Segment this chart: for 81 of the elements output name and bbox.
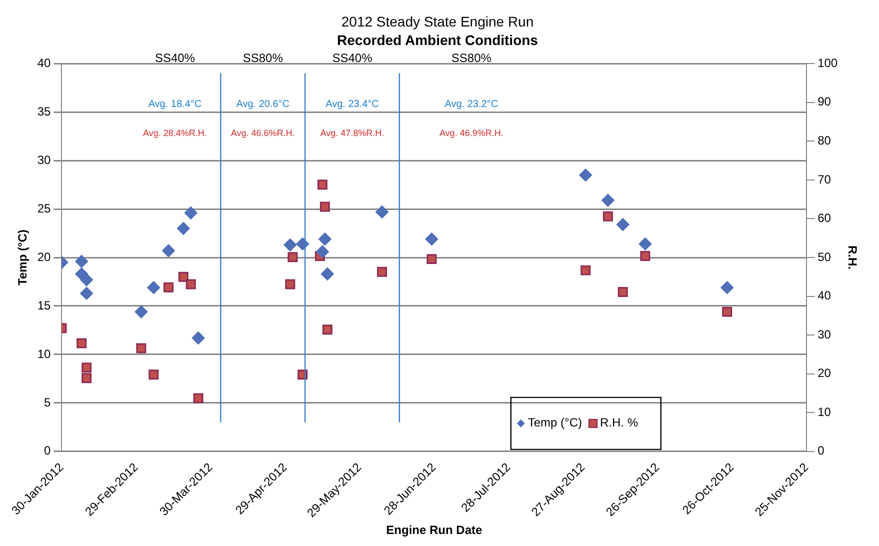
y-tick-label: 30 bbox=[37, 152, 52, 167]
point bbox=[722, 306, 732, 317]
annotation: Avg. 46.6%R.H. bbox=[230, 128, 295, 138]
point bbox=[178, 272, 188, 282]
annotation: SS40% bbox=[332, 50, 373, 65]
y2-tick-label: 70 bbox=[818, 172, 832, 186]
y2-axis-title: R.H. bbox=[845, 246, 860, 270]
point bbox=[186, 279, 196, 290]
y2-tick-label: 10 bbox=[818, 404, 832, 419]
point bbox=[147, 281, 160, 294]
point bbox=[134, 305, 148, 318]
point bbox=[176, 222, 190, 235]
annotation: Avg. 28.4%R.H. bbox=[143, 128, 207, 138]
point bbox=[640, 250, 650, 261]
point bbox=[316, 245, 329, 258]
point bbox=[320, 267, 334, 280]
y-axis-title: Temp (°C) bbox=[16, 230, 30, 286]
point bbox=[288, 252, 298, 262]
y2-tick-label: 100 bbox=[818, 56, 838, 70]
y2-tick-label: 0 bbox=[818, 444, 825, 458]
y2-tick-label: 90 bbox=[818, 94, 832, 109]
y-tick-label: 35 bbox=[37, 104, 52, 118]
point bbox=[322, 324, 332, 335]
annotation: Avg. 18.4°C bbox=[148, 99, 202, 110]
point bbox=[720, 281, 734, 294]
y-tick-label: 20 bbox=[37, 250, 52, 264]
point bbox=[317, 180, 328, 190]
point bbox=[377, 266, 388, 277]
point bbox=[320, 202, 330, 212]
point bbox=[162, 244, 176, 258]
point bbox=[193, 393, 204, 404]
y2-tick-label: 80 bbox=[818, 133, 832, 148]
y2-tick-label: 20 bbox=[818, 366, 832, 380]
annotation: Avg. 47.8%R.H. bbox=[320, 128, 384, 138]
annotation: SS80% bbox=[242, 50, 284, 65]
chart-title: 2012 Steady State Engine Run bbox=[341, 13, 534, 30]
y-tick-label: 25 bbox=[37, 201, 52, 216]
y2-tick-label: 50 bbox=[818, 250, 832, 264]
legend-label: Temp (°C) bbox=[528, 416, 582, 430]
y-tick-label: 5 bbox=[44, 395, 52, 410]
point bbox=[82, 362, 92, 373]
y-tick-label: 15 bbox=[37, 298, 52, 312]
annotation: SS80% bbox=[451, 50, 492, 65]
point bbox=[580, 265, 591, 276]
point bbox=[184, 206, 198, 220]
point bbox=[618, 287, 628, 298]
point bbox=[136, 343, 146, 354]
annotation: Avg. 23.4°C bbox=[326, 99, 379, 110]
point bbox=[82, 373, 92, 384]
point bbox=[602, 211, 613, 222]
point bbox=[284, 238, 297, 252]
annotation: Avg. 46.9%R.H. bbox=[439, 128, 504, 138]
y2-tick-label: 60 bbox=[818, 211, 832, 226]
y-tick-label: 10 bbox=[37, 346, 52, 361]
chart-subtitle: Recorded Ambient Conditions bbox=[337, 32, 538, 48]
point bbox=[285, 279, 296, 290]
point bbox=[376, 205, 389, 218]
point bbox=[425, 232, 438, 246]
point bbox=[80, 286, 94, 300]
point bbox=[80, 273, 94, 286]
point bbox=[579, 168, 592, 182]
point bbox=[164, 282, 174, 292]
point bbox=[296, 237, 310, 250]
y2-tick-label: 30 bbox=[818, 327, 832, 342]
point bbox=[616, 218, 630, 232]
point bbox=[75, 254, 88, 268]
point bbox=[192, 331, 205, 344]
annotation: SS40% bbox=[154, 50, 196, 65]
y-tick-label: 0 bbox=[44, 444, 52, 458]
annotation: Avg. 20.6°C bbox=[236, 99, 290, 110]
point bbox=[601, 194, 614, 207]
y-tick-label: 40 bbox=[37, 56, 52, 70]
y2-tick-label: 40 bbox=[818, 288, 832, 303]
point bbox=[148, 370, 159, 380]
point bbox=[318, 232, 332, 246]
legend-label: R.H. % bbox=[600, 416, 638, 430]
annotation: Avg. 23.2°C bbox=[444, 99, 498, 110]
point bbox=[426, 254, 437, 264]
point bbox=[638, 237, 652, 250]
point bbox=[76, 338, 87, 348]
x-axis-title: Engine Run Date bbox=[386, 523, 482, 538]
